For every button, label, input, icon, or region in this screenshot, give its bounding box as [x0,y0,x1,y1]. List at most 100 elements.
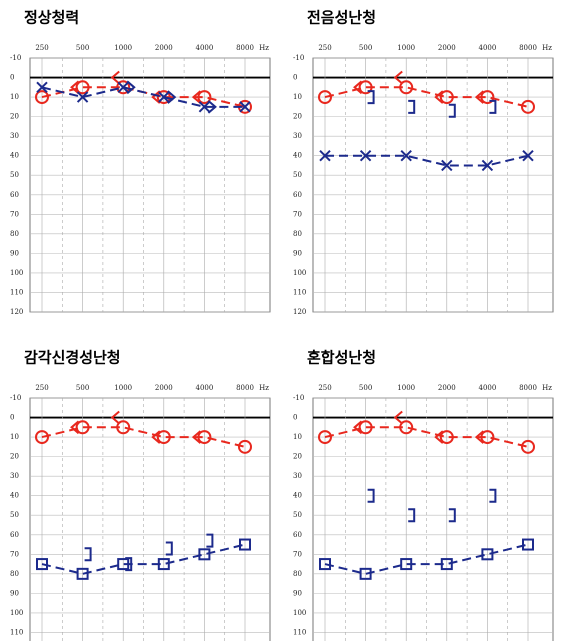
x-tick-label: 4000 [195,384,213,392]
marker-angle-left [70,420,80,435]
marker-bracket [489,99,497,114]
marker-circle [35,90,49,105]
y-tick-label: 0 [293,414,297,422]
x-tick-label: 4000 [478,44,496,52]
marker-x [117,81,129,94]
y-tick-label: 40 [10,152,19,160]
x-unit-label: Hz [542,384,552,392]
marker-bracket [125,557,133,572]
y-tick-label: 60 [10,531,19,539]
marker-square [440,558,453,571]
marker-square [157,558,170,571]
marker-circle [75,420,90,435]
marker-x [359,149,372,162]
x-tick-label: 1000 [397,44,415,52]
y-tick-label: 10 [293,93,302,101]
marker-bracket [489,488,497,503]
plot-frame [29,57,271,313]
marker-x [76,91,89,103]
x-tick-label: 500 [359,44,372,52]
marker-x [522,149,534,162]
y-tick-label: 110 [293,288,306,296]
marker-angle-right [167,90,177,104]
y-tick-label: 60 [293,531,302,539]
x-tick-label: 2000 [155,384,173,392]
marker-angle-left [191,430,202,444]
y-tick-label: 70 [10,210,19,218]
marker-x [441,159,453,172]
y-tick-label: -10 [10,54,21,62]
y-tick-label: 110 [293,628,306,636]
y-tick-label: 100 [10,609,23,617]
y-tick-label: 70 [293,550,302,558]
x-tick-label: 4000 [478,384,496,392]
marker-circle [116,80,131,95]
y-tick-label: 120 [293,308,306,316]
y-tick-label: 20 [10,113,19,121]
y-tick-label: 10 [293,433,302,441]
marker-bracket [448,103,456,118]
x-tick-label: 1000 [397,384,415,392]
y-tick-label: 60 [10,191,19,199]
audiogram-panel: 혼합성난청-1001020304050607080901001101202505… [293,349,554,641]
marker-bracket [84,547,92,562]
marker-angle-left [353,420,363,435]
marker-circle [358,420,373,435]
marker-angle-left [434,430,444,444]
marker-angle-right [126,80,136,95]
marker-x [36,81,48,94]
marker-angle-left [434,90,444,104]
marker-bracket [408,99,416,114]
y-tick-label: 90 [10,589,19,597]
y-tick-label: 100 [293,269,306,277]
marker-angle-left [393,70,403,85]
audiogram-panel: 정상청력 -10 0 10 20 30 40 50 60 70 80 90 100 110 120 250 50… [10,9,271,316]
marker-bracket [165,541,173,556]
x-unit-label: Hz [542,44,552,52]
marker-circle [358,80,373,95]
x-tick-label: 2000 [438,384,456,392]
x-unit-label: Hz [259,384,269,392]
marker-circle [480,90,495,105]
y-tick-label: 40 [293,492,302,500]
marker-circle [35,430,49,445]
y-tick-label: 10 [10,433,19,441]
y-tick-label: 20 [293,113,302,121]
marker-circle [439,430,454,445]
y-tick-label: -10 [293,394,304,402]
y-tick-label: 30 [293,472,302,480]
marker-square [198,548,211,561]
y-tick-label: 20 [10,453,19,461]
marker-x [158,91,170,103]
y-tick-label: 40 [10,492,19,500]
marker-circle [480,430,495,445]
marker-circle [197,430,212,445]
x-tick-label: 1000 [114,384,132,392]
marker-x [198,101,211,113]
marker-x [239,101,251,113]
x-tick-label: 250 [35,384,48,392]
marker-angle-left [474,90,485,104]
marker-bracket [367,488,375,503]
marker-square [359,567,372,580]
marker-circle [399,80,414,95]
marker-square [522,538,534,551]
x-tick-label: 8000 [236,44,254,52]
audiogram-panel: 전음성난청 -10 0 10 20 30 40 50 60 70 80 90 100 110 120 250 5… [293,9,554,316]
marker-x [319,149,331,162]
marker-circle [439,90,454,105]
chart-title: 혼합성난청 [307,349,376,367]
marker-circle [156,430,171,445]
y-tick-label: 80 [10,230,19,238]
plot-frame [312,397,554,641]
y-tick-label: 90 [293,589,302,597]
marker-square [36,558,48,571]
y-tick-label: 30 [10,472,19,480]
x-tick-label: 8000 [519,44,537,52]
y-tick-label: 20 [293,453,302,461]
marker-circle [399,420,414,435]
y-tick-label: -10 [293,54,304,62]
marker-angle-left [393,410,403,425]
x-tick-label: 1000 [114,44,132,52]
